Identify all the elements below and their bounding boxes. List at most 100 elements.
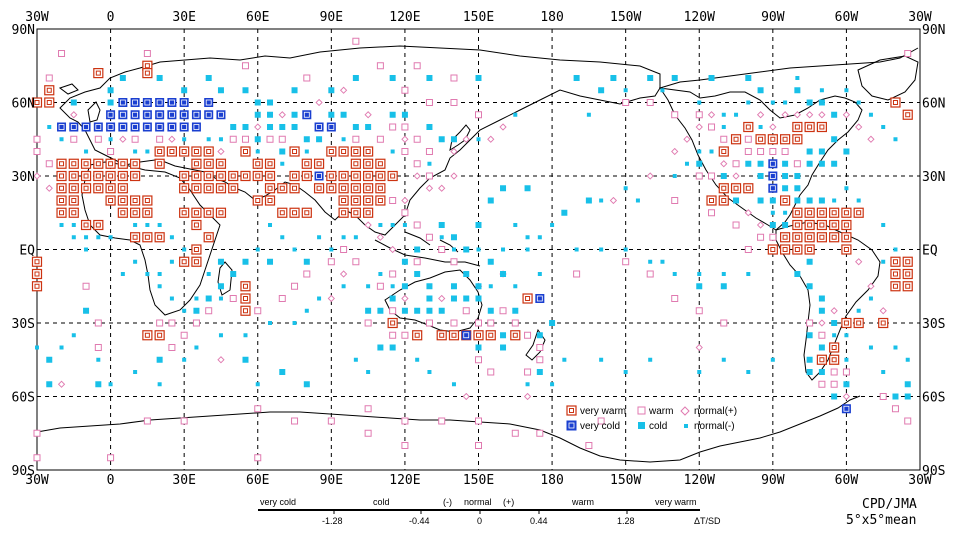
station-normal-minus xyxy=(194,296,199,301)
station-very-warm xyxy=(375,183,386,194)
station-very-warm-inner xyxy=(414,332,420,338)
legend-very-cold-swatch-inner xyxy=(568,422,575,429)
station-cold xyxy=(230,124,237,130)
station-very-warm xyxy=(841,232,852,243)
station-cold xyxy=(254,99,261,106)
station-warm xyxy=(904,50,912,57)
left-latitude-label: 60N xyxy=(12,97,35,112)
station-cold xyxy=(438,222,445,228)
station-normal-minus xyxy=(145,272,150,276)
station-warm xyxy=(33,429,41,437)
station-very-warm xyxy=(363,146,374,157)
station-normal-plus xyxy=(830,307,838,315)
station-very-warm-inner xyxy=(733,136,739,142)
station-normal-minus xyxy=(893,247,898,252)
legend-warm-swatch xyxy=(637,406,646,415)
station-normal-minus xyxy=(856,100,861,105)
station-cold xyxy=(217,258,224,265)
station-very-warm xyxy=(890,97,901,108)
station-normal-minus xyxy=(182,137,187,142)
station-very-warm-inner xyxy=(255,161,261,167)
station-very-warm-inner xyxy=(255,198,261,203)
station-normal-minus xyxy=(550,382,555,387)
left-latitude-label: EQ xyxy=(19,244,35,259)
station-very-warm-inner xyxy=(206,161,212,167)
station-very-warm-inner xyxy=(230,185,236,191)
top-longitude-label: 30E xyxy=(172,10,195,25)
station-normal-plus xyxy=(769,123,777,131)
station-cold xyxy=(230,271,237,277)
station-cold xyxy=(316,136,323,143)
station-normal-minus xyxy=(537,272,542,276)
station-very-warm-inner xyxy=(193,210,199,216)
scale-tick-label: -0.44 xyxy=(409,516,430,526)
station-very-cold-inner xyxy=(144,99,151,106)
station-normal-minus xyxy=(905,357,910,362)
station-very-cold-inner xyxy=(169,99,175,106)
station-cold xyxy=(46,381,53,388)
station-normal-plus xyxy=(671,147,679,156)
station-warm xyxy=(830,368,838,376)
station-very-warm xyxy=(816,219,827,231)
bottom-longitude-label: 120W xyxy=(684,473,715,488)
station-cold xyxy=(782,222,789,228)
anomaly-scale: very cold cold (-) normal (+) warm very … xyxy=(258,497,721,526)
station-very-warm xyxy=(166,146,178,157)
station-cold xyxy=(475,222,482,228)
station-cold xyxy=(463,271,470,277)
station-very-warm-inner xyxy=(108,185,114,191)
station-warm xyxy=(732,221,740,229)
station-very-warm xyxy=(191,256,202,267)
station-normal-minus xyxy=(819,88,824,93)
station-normal-minus xyxy=(243,333,248,338)
bottom-longitude-label: 90W xyxy=(761,473,785,488)
station-very-warm-inner xyxy=(267,173,273,179)
station-normal-minus xyxy=(881,370,886,374)
station-warm xyxy=(156,319,164,327)
station-warm xyxy=(695,307,703,315)
station-normal-plus xyxy=(720,160,728,168)
station-warm xyxy=(769,233,777,241)
station-cold xyxy=(585,197,592,204)
station-normal-minus xyxy=(648,357,653,362)
station-very-warm-inner xyxy=(390,320,396,326)
station-cold xyxy=(757,87,764,94)
station-very-warm-inner xyxy=(304,161,310,167)
station-very-warm xyxy=(203,232,214,243)
station-very-warm-inner xyxy=(242,149,248,154)
station-very-warm xyxy=(93,67,104,79)
station-normal-minus xyxy=(721,357,726,362)
station-cold xyxy=(377,344,384,351)
station-warm xyxy=(168,344,176,351)
station-very-warm xyxy=(510,330,521,341)
station-normal-plus xyxy=(781,111,789,119)
station-very-warm-inner xyxy=(794,210,800,216)
station-very-warm-inner xyxy=(193,222,199,228)
station-normal-minus xyxy=(108,235,113,240)
station-very-cold-inner xyxy=(181,124,188,130)
station-warm xyxy=(524,331,532,339)
station-warm xyxy=(303,270,311,278)
station-normal-minus xyxy=(476,137,481,142)
station-normal-plus xyxy=(33,172,41,180)
station-very-warm-inner xyxy=(488,332,494,338)
station-cold xyxy=(303,136,310,143)
station-very-warm-inner xyxy=(83,161,89,167)
bottom-longitude-label: 30W xyxy=(908,473,932,488)
station-normal-plus xyxy=(818,319,826,327)
station-very-warm-inner xyxy=(95,222,101,228)
station-warm xyxy=(671,295,679,302)
station-very-cold-inner xyxy=(169,111,175,118)
station-very-warm-inner xyxy=(377,173,383,179)
station-very-warm xyxy=(68,183,79,194)
station-warm xyxy=(376,62,384,70)
station-warm xyxy=(475,442,482,449)
station-warm xyxy=(757,148,765,155)
scale-label-normal-plus: (+) xyxy=(503,497,514,507)
station-very-warm xyxy=(277,183,288,194)
station-warm xyxy=(401,442,409,449)
station-normal-minus xyxy=(169,235,174,240)
left-latitude-label: 30N xyxy=(12,170,35,185)
station-normal-minus xyxy=(599,357,604,362)
station-cold xyxy=(119,75,126,81)
